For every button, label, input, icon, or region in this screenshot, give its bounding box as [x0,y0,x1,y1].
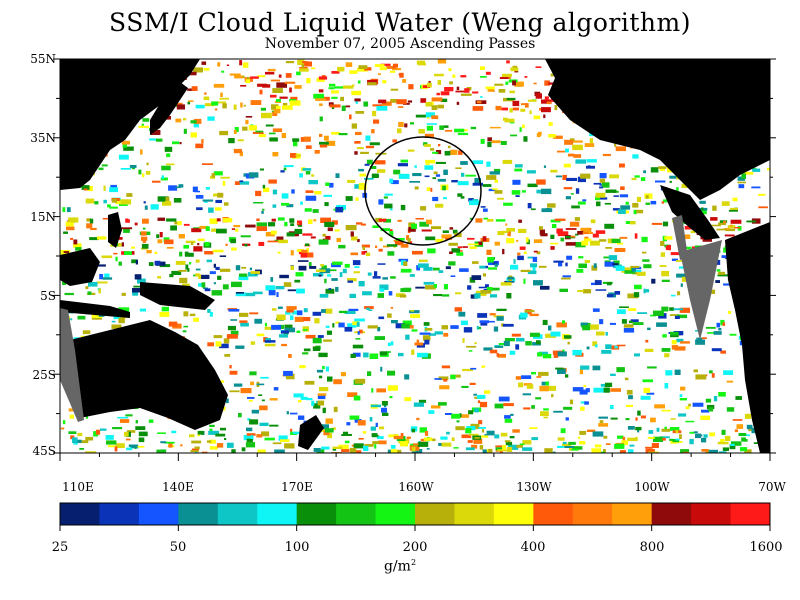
no-data-strip-north [672,215,688,260]
map-subtitle: November 07, 2005 Ascending Passes [264,36,536,52]
colorbar-swatch [336,503,377,525]
colorbar-label-200: 200 [402,540,428,555]
colorbar-swatch [257,503,298,525]
south-america-landmass [725,222,770,453]
colorbar-swatch [454,503,495,525]
lon-label-170e: 170E [281,480,313,494]
lon-label-160w: 160W [398,480,434,494]
lon-label-100w: 100W [634,480,670,494]
colorbar-swatch [138,503,179,525]
colorbar-label-1600: 1600 [749,540,783,555]
colorbar-label-400: 400 [520,540,546,555]
lon-label-110e: 110E [62,480,94,494]
unit-exponent: 2 [410,558,417,567]
no-data-wedge-west [60,308,84,422]
no-data-wedge-east [680,240,722,340]
philippines-islands [108,212,122,248]
colorbar-swatch [493,503,534,525]
lon-label-70w: 70W [758,480,786,494]
colorbar-swatch [217,503,258,525]
highlight-circle [364,136,482,246]
lat-label-15n: 15N [30,210,56,224]
map-title: SSM/I Cloud Liquid Water (Weng algorithm… [109,8,691,37]
colorbar-swatch [415,503,455,525]
colorbar-swatch [60,503,100,525]
colorbar-swatch [533,503,574,525]
colorbar [59,503,771,531]
colorbar-unit: g/m2 [384,558,416,575]
no-data-regions [60,215,722,422]
colorbar-label-50: 50 [169,540,187,555]
colorbar-swatch [691,503,732,525]
north-america-landmass [545,59,770,200]
colorbar-swatch [296,503,337,525]
colorbar-label-800: 800 [639,540,665,555]
colorbar-swatch [375,503,416,525]
new-zealand-islands [298,415,324,450]
colorbar-swatch [572,503,613,525]
lat-label-55n: 55N [30,52,56,66]
lon-label-130w: 130W [516,480,552,494]
australia-landmass [70,320,228,430]
unit-base: g/m [383,558,411,575]
central-america-landmass [660,185,720,240]
japan-island [150,82,188,135]
colorbar-swatch [730,503,771,525]
asia-landmass [60,59,200,190]
colorbar-swatch [651,503,692,525]
land-masses [60,59,770,453]
colorbar-swatch [178,503,219,525]
map-panel [60,59,770,453]
lat-label-5s: 5S [40,289,56,303]
colorbar-swatch [612,503,653,525]
colorbar-swatch [99,503,140,525]
colorbar-frame [59,502,771,526]
lon-label-140e: 140E [162,480,194,494]
lat-label-35n: 35N [30,131,56,145]
new-guinea-island [140,282,215,310]
lat-label-25s: 25S [32,368,57,382]
colorbar-label-100: 100 [284,540,310,555]
colorbar-label-25: 25 [51,540,69,555]
lat-label-45s: 45S [32,444,57,458]
axis-ticks [53,58,776,461]
borneo-island [60,248,100,286]
indonesia-islands [60,300,130,318]
